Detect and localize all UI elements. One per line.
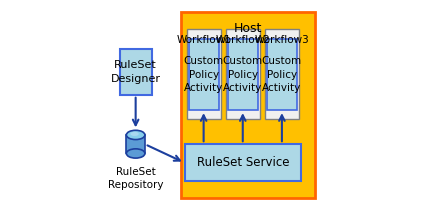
Ellipse shape	[130, 132, 139, 136]
Ellipse shape	[126, 149, 145, 158]
Text: RuleSet
Repository: RuleSet Repository	[108, 167, 163, 190]
Text: Workflow2: Workflow2	[215, 35, 270, 45]
Text: Custom
Policy
Activity: Custom Policy Activity	[223, 56, 263, 93]
Text: Workflow1: Workflow1	[176, 35, 231, 45]
Text: Custom
Policy
Activity: Custom Policy Activity	[184, 56, 224, 93]
FancyBboxPatch shape	[126, 135, 145, 153]
Text: Workflow3: Workflow3	[255, 35, 309, 45]
FancyBboxPatch shape	[267, 39, 297, 110]
FancyBboxPatch shape	[120, 49, 152, 95]
Text: Host: Host	[234, 22, 263, 35]
FancyBboxPatch shape	[189, 39, 219, 110]
FancyBboxPatch shape	[226, 29, 260, 119]
FancyBboxPatch shape	[228, 39, 258, 110]
Text: Custom
Policy
Activity: Custom Policy Activity	[262, 56, 302, 93]
FancyBboxPatch shape	[184, 144, 301, 181]
Ellipse shape	[126, 130, 145, 140]
FancyBboxPatch shape	[181, 12, 315, 198]
FancyBboxPatch shape	[265, 29, 299, 119]
Text: RuleSet Service: RuleSet Service	[197, 156, 289, 169]
Text: RuleSet
Designer: RuleSet Designer	[111, 61, 161, 84]
FancyBboxPatch shape	[187, 29, 221, 119]
